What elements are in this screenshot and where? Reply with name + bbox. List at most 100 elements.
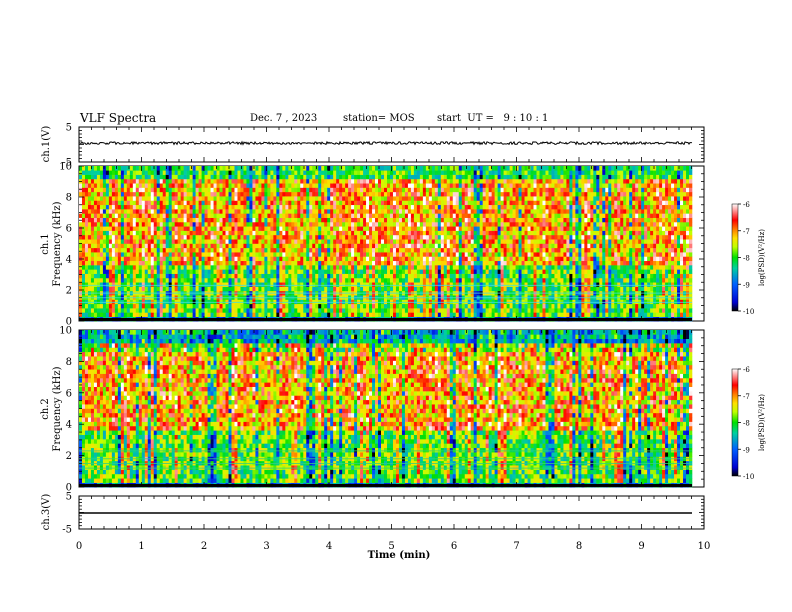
spectrogram-cell <box>216 286 220 292</box>
spectrogram-cell <box>276 196 280 201</box>
spectrogram-cell <box>321 226 325 231</box>
spectrogram-cell <box>138 226 143 231</box>
spectrogram-cell <box>324 252 328 257</box>
spectrogram-cell <box>407 303 412 309</box>
spectrogram-cell <box>150 174 155 180</box>
spectrogram-cell <box>345 178 349 184</box>
spectrogram-cell <box>84 187 89 193</box>
spectrogram-cell <box>144 277 149 283</box>
spectrogram-cell <box>99 308 104 313</box>
spectrogram-cell <box>207 277 211 283</box>
spectrogram-cell <box>126 239 131 244</box>
spectrogram-cell <box>440 303 445 309</box>
spectrogram-cell <box>246 178 250 184</box>
spectrogram-cell <box>174 265 178 270</box>
spectrogram-cell <box>455 312 460 317</box>
spectrogram-cell <box>363 260 367 266</box>
spectrogram-cell <box>431 230 436 236</box>
spectrogram-cell <box>201 204 205 210</box>
spectrogram-cell <box>375 265 379 270</box>
spectrogram-cell <box>165 269 170 274</box>
spectrogram-cell <box>458 269 463 274</box>
spectrogram-cell <box>458 260 463 266</box>
spectrogram-cell <box>264 230 268 236</box>
spectrogram-cell <box>240 230 244 236</box>
spectrogram-cell <box>207 183 211 188</box>
spectrogram-cell <box>392 269 397 274</box>
spectrogram-cell <box>237 196 241 201</box>
spectrogram-cell <box>231 265 235 270</box>
spectrogram-cell <box>150 252 155 257</box>
spectrogram-cell <box>378 256 382 262</box>
spectrogram-cell <box>389 200 394 206</box>
spectrogram-cell <box>84 303 89 309</box>
spectrogram-cell <box>339 277 343 283</box>
spectrogram-cell <box>138 308 143 313</box>
spectrogram-cell <box>354 269 358 274</box>
spectrogram-cell <box>419 265 424 270</box>
spectrogram-cell <box>419 273 424 279</box>
spectrogram-cell <box>389 204 394 210</box>
spectrogram-cell <box>159 256 164 262</box>
spectrogram-cell <box>288 239 292 244</box>
spectrogram-cell <box>431 200 436 206</box>
spectrogram-cell <box>461 226 466 231</box>
spectrogram-cell <box>174 308 178 313</box>
spectrogram-cell <box>363 196 367 201</box>
spectrogram-cell <box>267 308 271 313</box>
spectrogram-cell <box>389 178 394 184</box>
spectrogram-cell <box>416 269 421 274</box>
spectrogram-cell <box>354 256 358 262</box>
spectrogram-cell <box>446 299 451 305</box>
spectrogram-cell <box>410 183 415 188</box>
spectrogram-cell <box>455 230 460 236</box>
spectrogram-cell <box>285 282 289 287</box>
spectrogram-cell <box>153 200 158 206</box>
spectrogram-cell <box>306 286 310 292</box>
spectrogram-cell <box>225 196 229 201</box>
spectrogram-cell <box>270 247 274 253</box>
spectrogram-cell <box>482 213 486 218</box>
spectrogram-cell <box>186 252 190 257</box>
spectrogram-cell <box>318 166 322 171</box>
spectrogram-cell <box>162 299 167 305</box>
spectrogram-cell <box>207 252 211 257</box>
spectrogram-cell <box>443 303 448 309</box>
spectrogram-cell <box>404 209 409 214</box>
spectrogram-cell <box>156 178 161 184</box>
spectrogram-cell <box>306 273 310 279</box>
spectrogram-cell <box>132 209 137 214</box>
spectrogram-cell <box>261 299 265 305</box>
spectrogram-cell <box>437 308 442 313</box>
spectrogram-cell <box>455 286 460 292</box>
spectrogram-cell <box>294 256 298 262</box>
spectrogram-cell <box>297 303 301 309</box>
spectrogram-cell <box>159 166 164 171</box>
spectrogram-cell <box>336 303 340 309</box>
spectrogram-cell <box>479 187 483 193</box>
spectrogram-cell <box>369 277 373 283</box>
spectrogram-cell <box>102 243 107 249</box>
spectrogram-cell <box>315 252 319 257</box>
spectrogram-cell <box>144 260 149 266</box>
spectrogram-cell <box>213 183 217 188</box>
spectrogram-cell <box>419 183 424 188</box>
spectrogram-cell <box>321 196 325 201</box>
spectrogram-cell <box>204 260 208 266</box>
spectrogram-cell <box>372 200 376 206</box>
spectrogram-cell <box>261 282 265 287</box>
spectrogram-cell <box>312 187 316 193</box>
spectrogram-cell <box>219 269 223 274</box>
spectrogram-cell <box>129 170 134 175</box>
spectrogram-cell <box>404 213 409 218</box>
spectrogram-cell <box>464 239 469 244</box>
spectrogram-cell <box>312 312 316 317</box>
spectrogram-cell <box>81 234 86 240</box>
spectrogram-cell <box>464 174 469 180</box>
spectrogram-cell <box>174 282 178 287</box>
spectrogram-cell <box>288 221 292 227</box>
spectrogram-cell <box>381 200 385 206</box>
spectrogram-cell <box>177 187 181 193</box>
spectrogram-cell <box>105 178 110 184</box>
spectrogram-cell <box>159 209 164 214</box>
